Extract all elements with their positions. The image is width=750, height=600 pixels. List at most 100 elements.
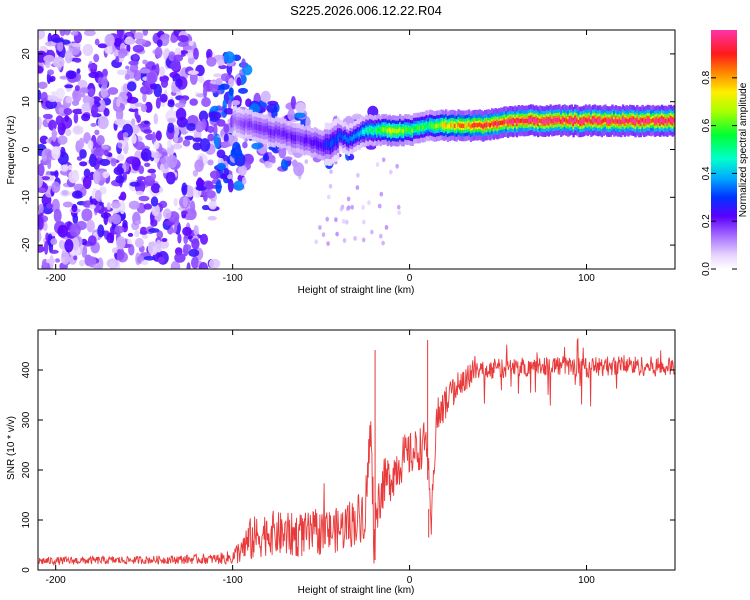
ridge-cell — [314, 138, 317, 145]
noise-blob — [207, 159, 214, 166]
noise-blob — [160, 157, 167, 165]
noise-blob — [131, 134, 137, 144]
noise-blob — [165, 171, 176, 185]
noise-blob — [97, 43, 108, 49]
noise-blob — [151, 153, 159, 159]
snr-axes: -200 -100 0 100 0 100 200 300 400 — [21, 330, 675, 586]
ridge-cell — [669, 117, 673, 123]
noise-blob — [177, 35, 189, 43]
noise-blob — [73, 112, 79, 124]
noise-blob — [38, 116, 42, 130]
noise-blob — [54, 170, 59, 178]
y-tick-label: 200 — [21, 461, 32, 478]
noise-blob — [213, 73, 222, 78]
noise-blob — [132, 44, 145, 53]
noise-blob — [89, 153, 97, 167]
ridge-cell — [505, 119, 508, 124]
ridge-cell — [604, 117, 607, 122]
noise-blob — [93, 53, 100, 63]
ridge-cell — [448, 123, 451, 128]
noise-blob — [278, 146, 287, 159]
noise-blob — [242, 141, 248, 149]
noise-blob — [38, 176, 43, 188]
noise-blob — [159, 240, 170, 249]
ridge-cell — [613, 119, 616, 124]
noise-blob — [200, 233, 208, 245]
ridge-cell — [278, 129, 281, 136]
noise-blob — [179, 50, 188, 55]
noise-blob — [389, 169, 393, 175]
noise-blob — [50, 238, 58, 246]
noise-blob — [290, 96, 296, 110]
noise-blob — [355, 185, 360, 191]
ridge-cell — [388, 127, 391, 133]
ridge-cell — [445, 122, 448, 127]
noise-blob — [160, 78, 169, 88]
noise-blob — [346, 196, 351, 202]
noise-blob — [195, 185, 207, 191]
noise-blob — [192, 169, 199, 177]
noise-blob — [345, 219, 349, 225]
ridge-cell — [533, 118, 536, 124]
y-tick-label: 20 — [21, 48, 32, 60]
noise-blob — [150, 196, 159, 207]
ridge-cell — [284, 130, 287, 137]
noise-blob — [54, 258, 61, 263]
noise-blob — [216, 119, 226, 127]
colorbar-label: Normalized spectral amplitude — [738, 82, 749, 217]
ridge-cell — [561, 118, 565, 123]
noise-blob — [125, 65, 130, 70]
ridge-cell — [508, 119, 512, 124]
noise-blob — [198, 110, 209, 123]
noise-blob — [328, 183, 333, 189]
noise-blob — [113, 38, 123, 47]
ridge-cell — [629, 117, 632, 123]
ridge-cell — [376, 128, 379, 133]
ridge-cell — [588, 117, 591, 122]
noise-blob — [94, 129, 100, 136]
noise-blob — [362, 219, 366, 225]
noise-blob — [38, 203, 44, 213]
noise-blob — [38, 231, 42, 243]
noise-blob — [139, 230, 148, 235]
noise-blob — [238, 165, 248, 177]
ridge-cell — [462, 123, 466, 128]
noise-blob — [116, 247, 125, 261]
ridge-cell — [547, 119, 550, 124]
snr-series-line — [38, 337, 675, 567]
ridge-cell — [291, 134, 294, 141]
ridge-cell — [338, 133, 342, 138]
ridge-cell — [239, 120, 243, 127]
noise-blob — [151, 204, 161, 217]
noise-blob — [155, 239, 162, 250]
ridge-cell — [485, 122, 489, 128]
ridge-cell — [363, 129, 366, 135]
ridge-cell — [632, 118, 635, 123]
noise-blob — [142, 30, 148, 36]
noise-blob — [65, 70, 75, 80]
noise-blob — [173, 198, 178, 207]
noise-blob — [124, 38, 136, 45]
noise-blob — [131, 118, 136, 126]
noise-blob — [215, 180, 222, 194]
ridge-cell — [402, 128, 405, 134]
noise-blob — [117, 142, 123, 149]
noise-blob — [102, 68, 108, 78]
noise-blob — [96, 135, 105, 146]
noise-blob — [64, 50, 73, 64]
noise-blob — [207, 215, 217, 221]
noise-blob — [101, 145, 109, 150]
noise-blob — [116, 236, 126, 250]
ridge-cell — [282, 130, 285, 137]
noise-blob — [99, 158, 111, 167]
noise-blob — [55, 87, 65, 100]
noise-blob — [384, 225, 389, 230]
ridge-cell — [439, 122, 443, 128]
noise-blob — [126, 96, 139, 104]
noise-blob — [227, 174, 233, 180]
ridge-cell — [299, 136, 303, 143]
noise-blob — [238, 87, 248, 94]
noise-blob — [38, 215, 44, 230]
ridge-cell — [397, 128, 400, 134]
